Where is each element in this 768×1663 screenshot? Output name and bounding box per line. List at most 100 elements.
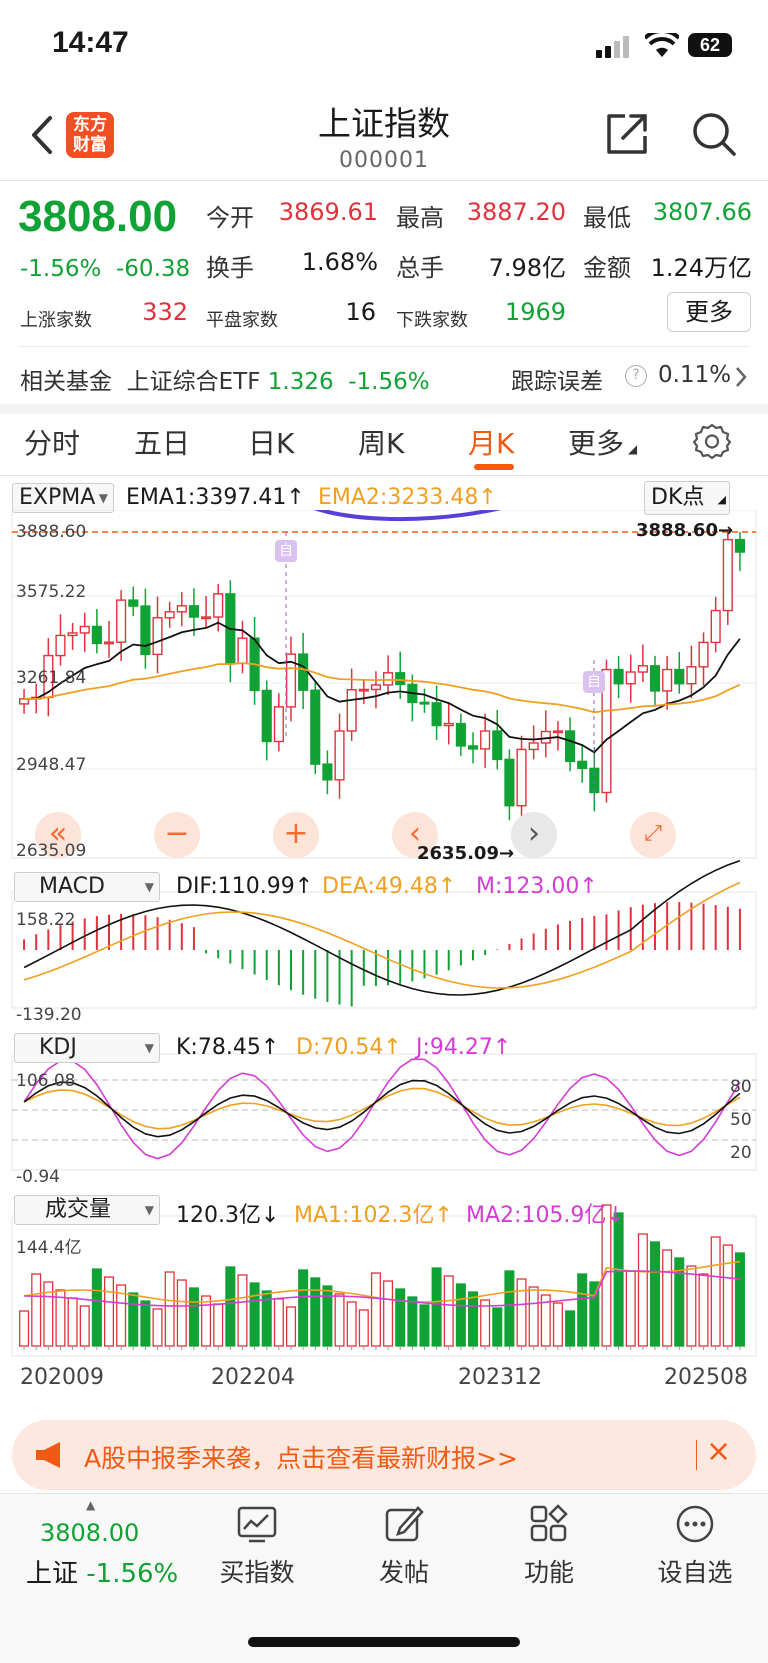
nav-add-watchlist[interactable]: 设自选 (657, 1558, 733, 1587)
volume-bar (19, 1310, 30, 1347)
volume-bar (383, 1280, 394, 1347)
app-logo: 东方 财富 (66, 112, 114, 158)
help-icon[interactable]: ? (625, 365, 647, 387)
volume-bar (273, 1298, 284, 1347)
volume-value: 7.98亿 (488, 254, 566, 282)
grid-icon[interactable] (529, 1504, 569, 1544)
volume-bar (334, 1293, 345, 1347)
candle (564, 730, 576, 763)
volume-bar (91, 1268, 102, 1347)
fullscreen-icon[interactable]: ⤢ (630, 812, 676, 858)
volume-bar (225, 1266, 236, 1347)
scroll-left-fast-icon[interactable]: « (35, 812, 81, 858)
annotation-circle (282, 510, 578, 522)
tab-daily-k[interactable]: 日K (248, 427, 295, 460)
volume-bar (79, 1305, 90, 1347)
more-dots-icon[interactable] (675, 1504, 715, 1544)
macd-dea: DEA:49.48↑ (322, 874, 457, 899)
volume-bar (504, 1270, 515, 1347)
wifi-icon (645, 33, 679, 57)
chevron-right-icon (736, 367, 747, 387)
back-icon[interactable] (24, 112, 60, 158)
candle (516, 748, 527, 807)
nav-functions[interactable]: 功能 (523, 1558, 574, 1587)
promo-text[interactable]: A股中报季来袭，点击查看最新财报>> (84, 1444, 518, 1473)
nav-post[interactable]: 发帖 (378, 1558, 429, 1587)
candle (480, 730, 491, 750)
kdj-j-line (23, 1058, 741, 1160)
flat-count-label: 平盘家数 (206, 310, 278, 331)
bottom-nav (0, 1493, 768, 1663)
collapse-caret-icon[interactable]: ▲ (86, 1498, 96, 1512)
more-button[interactable]: 更多 (667, 292, 751, 332)
edit-icon[interactable] (384, 1504, 424, 1544)
candle (395, 672, 406, 686)
volume-bar (176, 1279, 187, 1347)
candle (55, 634, 66, 657)
macd-panel-frame (11, 891, 757, 1009)
kdj-d: D:70.54↑ (296, 1035, 402, 1060)
nav-buy-index[interactable]: 买指数 (219, 1558, 295, 1587)
tab-weekly-k[interactable]: 周K (358, 427, 405, 460)
indicator-select-volume[interactable]: 成交量 ▼ (14, 1195, 160, 1225)
scroll-right-icon[interactable]: › (511, 812, 557, 858)
dk-point-button[interactable]: DK点 ◢ (644, 481, 730, 515)
volume-bar (686, 1265, 697, 1347)
volume-bar (467, 1291, 479, 1347)
nav-index-change[interactable]: 上证 -1.56% (26, 1559, 179, 1589)
tab-intraday[interactable]: 分时 (24, 427, 81, 460)
up-count-label: 上涨家数 (20, 310, 92, 331)
candle (467, 745, 479, 750)
x-axis-label: 202508 (664, 1365, 748, 1390)
search-icon[interactable] (690, 110, 738, 158)
dropdown-caret-icon: ▼ (98, 491, 108, 505)
share-icon[interactable] (603, 110, 651, 158)
down-count-label: 下跌家数 (396, 310, 468, 331)
indicator-select-main[interactable]: EXPMA ▼ (12, 483, 114, 513)
volume-value: 120.3亿↓ (176, 1203, 280, 1228)
divider (696, 1440, 697, 1470)
kdj-level-label: 80 (730, 1077, 752, 1097)
promo-banner[interactable] (12, 1420, 756, 1490)
zoom-in-icon[interactable]: + (273, 812, 319, 858)
kline-chart[interactable] (0, 510, 768, 1410)
volume-label: 总手 (396, 254, 444, 282)
y-tick-label: 3261.84 (16, 668, 87, 688)
turnover-label: 换手 (206, 254, 254, 282)
gear-icon[interactable] (693, 422, 731, 460)
event-marker[interactable]: 自 (583, 671, 605, 693)
candle (140, 605, 151, 656)
kdj-k: K:78.45↑ (176, 1035, 280, 1060)
tab-more[interactable]: 更多 ◢ (568, 427, 638, 460)
indicator-select-macd[interactable]: MACD ▼ (14, 872, 160, 902)
zoom-out-icon[interactable]: − (154, 812, 200, 858)
kdj-min-label: -0.94 (16, 1167, 60, 1187)
candle (298, 653, 309, 691)
scroll-left-icon[interactable]: ‹ (392, 812, 438, 858)
close-icon[interactable]: × (706, 1434, 732, 1469)
candle (164, 611, 175, 619)
candle (686, 666, 697, 685)
price-change: -1.56% -60.38 (20, 256, 191, 282)
candle (443, 722, 454, 727)
candle (552, 730, 564, 734)
volume-bar (31, 1273, 42, 1347)
event-marker[interactable]: 自 (275, 540, 297, 562)
volume-bar (213, 1303, 224, 1347)
tab-monthly-k[interactable]: 月K (468, 427, 515, 460)
volume-bar (698, 1273, 709, 1347)
high-value: 3887.20 (466, 198, 566, 226)
volume-bar (310, 1277, 321, 1347)
candle (419, 701, 430, 705)
indicator-select-kdj[interactable]: KDJ ▼ (14, 1033, 160, 1063)
volume-bar (455, 1283, 466, 1347)
volume-bar (67, 1297, 78, 1347)
page-title: 上证指数 (318, 104, 450, 143)
related-fund-row[interactable]: 相关基金 上证综合ETF 1.326 -1.56% (20, 369, 430, 395)
candle (285, 653, 297, 708)
macd-dea-line (23, 881, 741, 989)
tab-five-day[interactable]: 五日 (134, 427, 191, 460)
ema2-line (24, 662, 741, 714)
volume-bar (637, 1233, 648, 1347)
chart-icon[interactable] (237, 1504, 277, 1544)
